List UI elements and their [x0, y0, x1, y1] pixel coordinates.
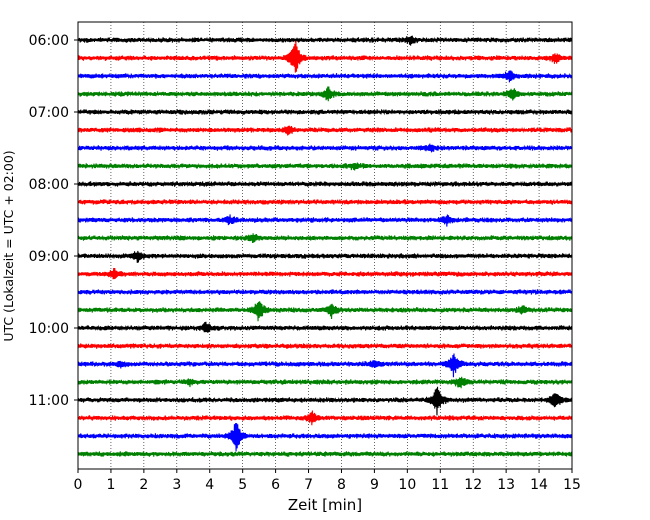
trace-1015	[77, 342, 573, 350]
grid-lines	[110, 22, 540, 469]
trace-1045	[77, 376, 573, 389]
x-tick-label-4: 4	[205, 477, 214, 493]
y-tick-label-4: 10:00	[29, 321, 69, 337]
x-tick-label-2: 2	[139, 477, 148, 493]
trace-1145	[77, 450, 573, 458]
trace-1130	[77, 423, 573, 452]
x-tick-label-9: 9	[370, 477, 379, 493]
x-tick-label-11: 11	[431, 477, 449, 493]
y-tick-label-1: 07:00	[29, 105, 69, 121]
x-tick-label-12: 12	[464, 477, 482, 493]
trace-0900	[77, 250, 573, 263]
x-axis: 0 1 2 3 4 5 6 7 8 9 10 11 12 13 14 15	[74, 469, 581, 493]
trace-1000	[77, 321, 573, 333]
y-tick-label-2: 08:00	[29, 177, 69, 193]
trace-0845	[77, 233, 573, 243]
trace-0630	[77, 70, 573, 83]
x-tick-label-10: 10	[398, 477, 416, 493]
x-tick-label-8: 8	[337, 477, 346, 493]
trace-0645	[77, 86, 573, 102]
x-tick-label-6: 6	[271, 477, 280, 493]
x-tick-label-5: 5	[238, 477, 247, 493]
trace-1030	[77, 353, 573, 378]
trace-0930	[77, 288, 573, 296]
y-axis: 06:00 07:00 08:00 09:00 10:00 11:00	[29, 33, 78, 409]
trace-0800	[77, 180, 573, 188]
x-axis-label: Zeit [min]	[288, 496, 362, 514]
trace-0830	[77, 214, 573, 227]
x-tick-label-7: 7	[304, 477, 313, 493]
x-tick-label-1: 1	[106, 477, 115, 493]
trace-0700	[77, 108, 573, 116]
x-tick-label-13: 13	[497, 477, 515, 493]
trace-lines	[77, 35, 573, 458]
x-tick-label-15: 15	[563, 477, 581, 493]
trace-0600	[77, 35, 573, 46]
y-tick-label-0: 06:00	[29, 33, 69, 49]
trace-1115	[77, 410, 573, 426]
trace-0745	[77, 162, 573, 171]
trace-0715	[77, 125, 573, 136]
trace-0730	[77, 143, 573, 153]
trace-1100	[77, 386, 573, 416]
trace-0615	[77, 40, 573, 73]
plot-frame	[77, 21, 573, 470]
trace-0945	[77, 301, 573, 322]
x-tick-label-3: 3	[172, 477, 181, 493]
trace-0815	[77, 198, 573, 206]
x-tick-label-14: 14	[530, 477, 548, 493]
y-tick-label-5: 11:00	[29, 393, 69, 409]
x-tick-label-0: 0	[74, 477, 83, 493]
trace-0915	[77, 267, 573, 280]
y-tick-label-3: 09:00	[29, 249, 69, 265]
y-axis-label: UTC (Lokalzeit = UTC + 02:00)	[1, 150, 16, 341]
